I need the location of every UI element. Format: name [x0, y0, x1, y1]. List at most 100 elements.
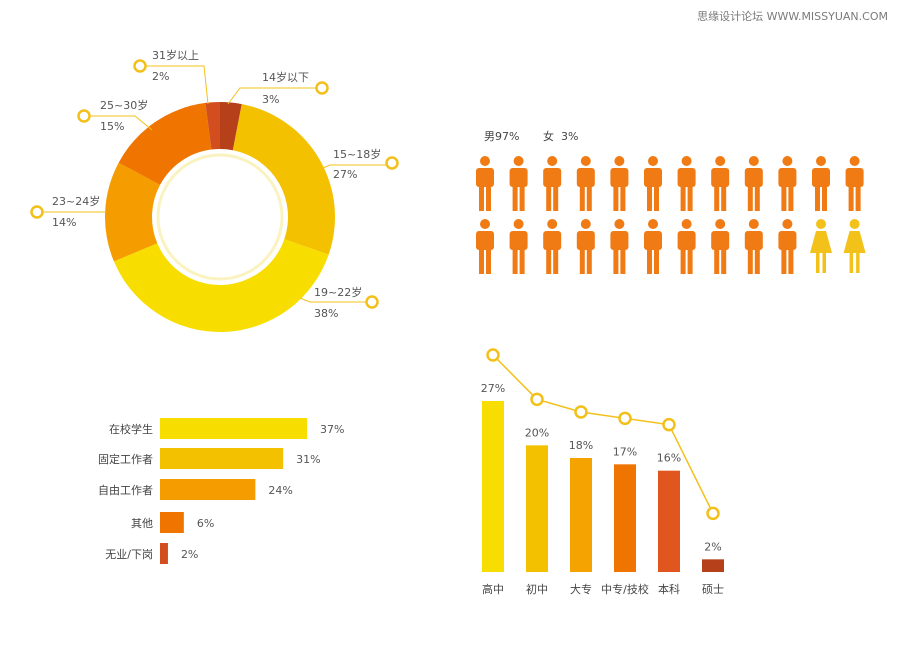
vbar-value-label: 17%: [613, 445, 637, 458]
male-icon-head: [648, 219, 658, 229]
female-icon-leg: [822, 253, 826, 273]
male-icon-head: [681, 219, 692, 229]
male-icon-body: [543, 231, 562, 250]
vbar-value-label: 2%: [704, 540, 721, 553]
male-icon-leg: [848, 185, 854, 211]
vbar: [570, 458, 592, 572]
male-icon-body: [677, 168, 696, 187]
male-icon-body: [711, 231, 730, 250]
hbar-value-label: 31%: [296, 453, 320, 466]
donut-slice-value: 27%: [333, 168, 357, 181]
donut-slice-label: 23~24岁: [52, 194, 100, 208]
vbar-category-label: 硕士: [702, 583, 724, 596]
donut-marker: [133, 59, 147, 73]
female-icon-leg: [856, 253, 860, 273]
male-icon-leg: [546, 248, 552, 274]
male-icon-head: [681, 156, 692, 166]
male-icon-body: [845, 168, 864, 187]
trend-line: [492, 354, 714, 514]
male-icon-leg: [647, 185, 652, 211]
male-icon-leg: [479, 248, 484, 274]
male-icon-leg: [788, 185, 794, 211]
donut-slice-value: 15%: [100, 120, 124, 133]
male-icon-leg: [855, 185, 861, 211]
hbar-category-label: 固定工作者: [98, 452, 153, 466]
male-icon-leg: [815, 185, 820, 211]
male-icon-leg: [721, 185, 727, 211]
gender-pictogram-chart: 男97% 女 3%: [476, 129, 866, 274]
male-icon-leg: [620, 185, 626, 211]
hbar: [160, 448, 284, 469]
male-icon-leg: [647, 248, 652, 274]
vbar-value-label: 18%: [569, 439, 593, 452]
male-icon-leg: [613, 185, 619, 211]
male-icon-leg: [586, 185, 592, 211]
male-icon-leg: [519, 248, 525, 274]
male-icon-head: [614, 219, 625, 229]
male-icon-leg: [486, 185, 491, 211]
male-icon-leg: [788, 248, 794, 274]
female-icon-dress: [810, 231, 832, 253]
hbar: [160, 418, 307, 439]
male-icon-head: [715, 156, 726, 166]
legend-female-value: 3%: [561, 130, 578, 143]
female-icon-head: [849, 219, 860, 229]
male-icon-body: [476, 231, 494, 250]
male-icon-leg: [613, 248, 619, 274]
donut-slice-value: 3%: [262, 93, 279, 106]
male-icon-head: [849, 156, 860, 166]
age-donut-chart: 14岁以下 3% 15~18岁 27% 19~22岁 38% 23~24岁 14% 25~30岁…: [30, 48, 399, 332]
male-icon-head: [513, 156, 524, 166]
vbar: [658, 470, 680, 572]
donut-slice: [220, 102, 242, 151]
hbar-value-label: 24%: [268, 484, 292, 497]
male-icon-leg: [754, 185, 760, 211]
donut-slice-label: 19~22岁: [314, 285, 362, 299]
male-icon-leg: [680, 248, 686, 274]
male-icon-head: [480, 156, 490, 166]
male-icon-body: [576, 231, 595, 250]
vbar: [526, 445, 548, 572]
female-icon-dress: [843, 231, 866, 253]
hbar-value-label: 37%: [320, 423, 344, 436]
vbar: [702, 559, 724, 572]
male-icon-head: [782, 156, 793, 166]
donut-slice-value: 38%: [314, 307, 338, 320]
vbar: [482, 401, 504, 572]
occupation-bar-chart: 在校学生 37% 固定工作者 31% 自由工作者 24% 其他 6% 无业/下岗 2%: [98, 418, 344, 564]
legend-female-label: 女: [543, 129, 554, 143]
male-icon-leg: [546, 185, 552, 211]
donut-leader-line: [299, 297, 372, 303]
donut-marker: [385, 156, 399, 170]
male-icon-body: [644, 231, 662, 250]
male-icon-head: [547, 219, 558, 229]
donut-inner-ring: [156, 153, 284, 281]
male-icon-body: [778, 168, 797, 187]
male-icon-leg: [754, 248, 760, 274]
vbar-category-label: 本科: [658, 582, 680, 596]
male-icon-body: [711, 168, 730, 187]
male-icon-body: [576, 168, 595, 187]
male-icon-leg: [721, 248, 727, 274]
trend-marker: [486, 348, 500, 362]
hbar-value-label: 6%: [197, 517, 214, 530]
female-icon-leg: [816, 253, 820, 273]
legend-male-label: 男97%: [484, 130, 519, 143]
male-icon-leg: [781, 248, 787, 274]
donut-slice-label: 15~18岁: [333, 147, 381, 161]
vbar: [614, 464, 636, 572]
male-icon-leg: [579, 185, 585, 211]
male-icon-head: [748, 156, 759, 166]
donut-slice: [205, 102, 220, 150]
donut-slice: [118, 102, 212, 185]
male-icon-body: [509, 231, 528, 250]
vbar-category-label: 初中: [526, 582, 548, 596]
male-icon-leg: [519, 185, 525, 211]
vbar-category-label: 大专: [570, 582, 592, 596]
male-icon-leg: [512, 185, 518, 211]
male-icon-leg: [822, 185, 827, 211]
male-icon-leg: [680, 185, 686, 211]
trend-marker: [662, 417, 676, 432]
donut-leader-line: [317, 164, 392, 171]
